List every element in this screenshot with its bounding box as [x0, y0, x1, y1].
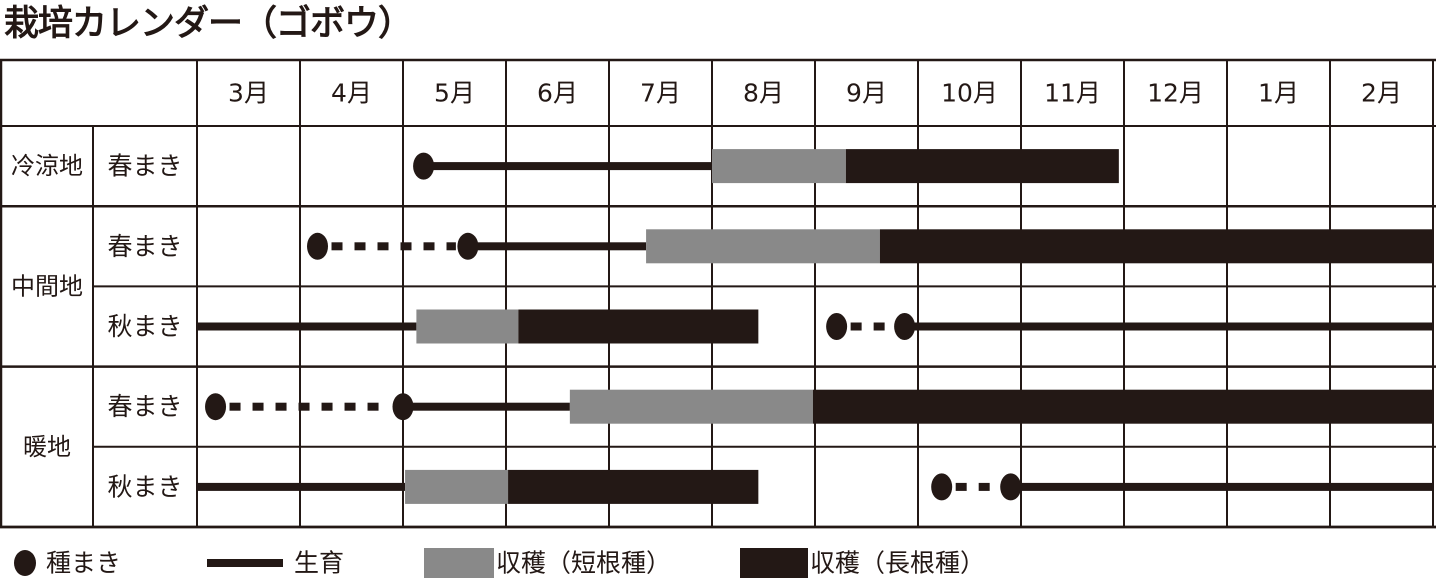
sowing-dot [457, 232, 479, 260]
harvest-long-bar [508, 469, 759, 504]
sowing-window-dash [377, 242, 389, 251]
sowing-window-dash [229, 402, 241, 411]
month-tick-label: 10月 [941, 79, 998, 108]
sowing-window-dash [423, 242, 435, 251]
month-tick-label: 4月 [331, 79, 372, 108]
sowing-window-dash [321, 402, 333, 411]
month-tick-label: 2月 [1361, 79, 1402, 108]
growth-line [197, 482, 406, 491]
month-tick-label: 9月 [846, 79, 887, 108]
sowing-window-dash [873, 322, 885, 331]
sowing-dot [894, 313, 916, 340]
sowing-window-dash [252, 402, 264, 411]
month-tick-label: 12月 [1147, 79, 1204, 108]
sowing-dot [1000, 473, 1022, 501]
growth-line [423, 162, 712, 171]
sowing-window-dash [978, 482, 990, 491]
region-label: 冷涼地 [11, 152, 83, 180]
legend-short-harvest-swatch [424, 548, 494, 578]
sowing-type-label: 秋まき [107, 472, 182, 501]
month-tick-label: 8月 [743, 79, 784, 108]
region-label: 中間地 [11, 272, 83, 300]
sowing-type-label: 春まき [107, 232, 182, 261]
sowing-type-label: 秋まき [107, 312, 182, 341]
harvest-long-bar [812, 389, 1433, 424]
month-tick-label: 1月 [1258, 79, 1299, 108]
sowing-dot [413, 152, 435, 180]
sowing-window-dash [400, 242, 412, 251]
month-tick-label: 6月 [537, 79, 578, 108]
sowing-dot [392, 393, 414, 421]
sowing-window-dash [955, 482, 967, 491]
growth-line [904, 322, 1433, 331]
sowing-window-dash [354, 242, 366, 251]
sowing-window-dash [367, 402, 379, 411]
harvest-long-bar [845, 149, 1119, 184]
harvest-short-bar [416, 309, 519, 344]
sowing-window-dash [446, 242, 456, 251]
harvest-short-bar [405, 469, 509, 504]
legend-growth-line [207, 559, 283, 567]
sowing-window-dash [331, 242, 343, 251]
sowing-window-dash [298, 402, 310, 411]
growth-line [197, 322, 417, 331]
harvest-long-bar [518, 309, 759, 344]
sowing-dot [826, 313, 848, 340]
table-grid [0, 58, 1436, 529]
growth-line [1010, 482, 1433, 491]
chart-title: 栽培カレンダー（ゴボウ） [4, 4, 413, 44]
sowing-dot [205, 393, 227, 421]
harvest-long-bar [879, 229, 1433, 264]
harvest-short-bar [646, 229, 880, 264]
legend-sowing-dot [14, 550, 36, 576]
month-tick-label: 3月 [228, 79, 269, 108]
sowing-type-label: 春まき [107, 152, 182, 181]
table-border [0, 58, 1436, 529]
harvest-short-bar [712, 149, 846, 184]
legend-label: 収穫（長根種） [810, 549, 985, 578]
month-tick-label: 5月 [434, 79, 475, 108]
legend-label: 収穫（短根種） [496, 549, 671, 578]
legend-label: 生育 [294, 549, 344, 578]
sowing-window-dash [275, 402, 287, 411]
sowing-dot [931, 473, 953, 501]
sowing-window-dash [344, 402, 356, 411]
harvest-short-bar [569, 389, 813, 424]
sowing-type-label: 春まき [107, 392, 182, 421]
growth-line [467, 242, 647, 251]
sowing-dot [307, 232, 329, 260]
legend-label: 種まき [46, 549, 121, 578]
month-tick-label: 7月 [640, 79, 681, 108]
region-label: 暖地 [23, 433, 71, 461]
legend-long-harvest-swatch [740, 548, 808, 578]
sowing-window-dash [850, 322, 862, 331]
growth-line [403, 402, 570, 411]
month-tick-label: 11月 [1044, 79, 1101, 108]
